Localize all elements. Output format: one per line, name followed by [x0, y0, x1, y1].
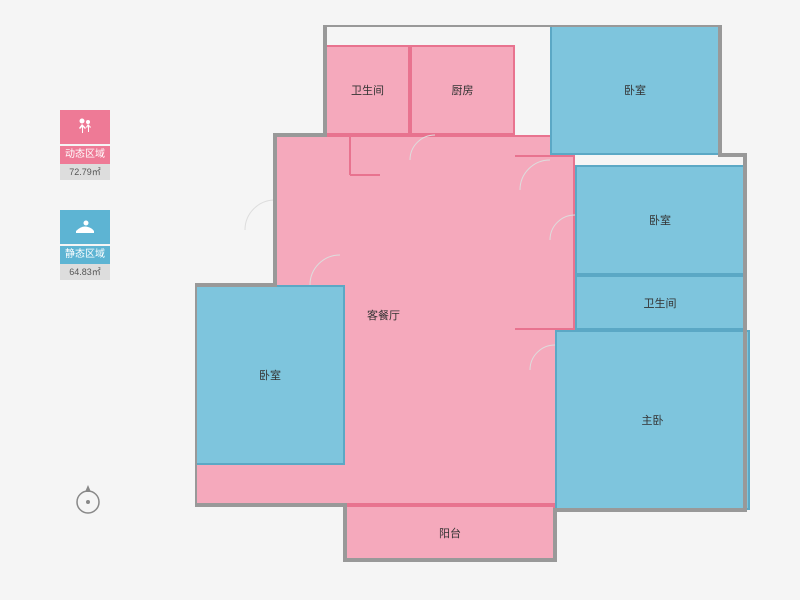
label-bedroom3: 卧室: [259, 367, 281, 383]
static-icon: [60, 210, 110, 244]
dynamic-label: 动态区域: [60, 146, 110, 164]
room-bedroom3: 卧室: [195, 285, 345, 465]
legend-dynamic: 动态区域 72.79㎡: [60, 110, 110, 180]
dynamic-icon: [60, 110, 110, 144]
label-bathroom1: 卫生间: [351, 82, 384, 98]
static-value: 64.83㎡: [60, 264, 110, 280]
room-bedroom1: 卧室: [550, 25, 720, 155]
legend-panel: 动态区域 72.79㎡ 静态区域 64.83㎡: [60, 110, 110, 310]
floorplan-container: 客餐厅 卫生间 厨房 卧室 卧室 卫生间 主卧 卧室 阳台: [195, 25, 750, 580]
legend-static: 静态区域 64.83㎡: [60, 210, 110, 280]
label-living: 客餐厅: [367, 307, 400, 323]
label-bedroom2: 卧室: [649, 212, 671, 228]
room-living-ext2: [195, 465, 345, 505]
label-bathroom2: 卫生间: [644, 295, 677, 311]
room-balcony: 阳台: [345, 505, 555, 560]
dynamic-value: 72.79㎡: [60, 164, 110, 180]
room-bathroom2: 卫生间: [575, 275, 745, 330]
label-balcony: 阳台: [439, 525, 461, 541]
static-label: 静态区域: [60, 246, 110, 264]
room-master: 主卧: [555, 330, 750, 510]
room-kitchen: 厨房: [410, 45, 515, 135]
label-master: 主卧: [642, 412, 664, 428]
label-bedroom1: 卧室: [624, 82, 646, 98]
compass-icon: [75, 485, 101, 511]
label-kitchen: 厨房: [452, 82, 474, 98]
room-bathroom1: 卫生间: [325, 45, 410, 135]
room-living-ext: [515, 155, 575, 330]
room-bedroom2: 卧室: [575, 165, 745, 275]
